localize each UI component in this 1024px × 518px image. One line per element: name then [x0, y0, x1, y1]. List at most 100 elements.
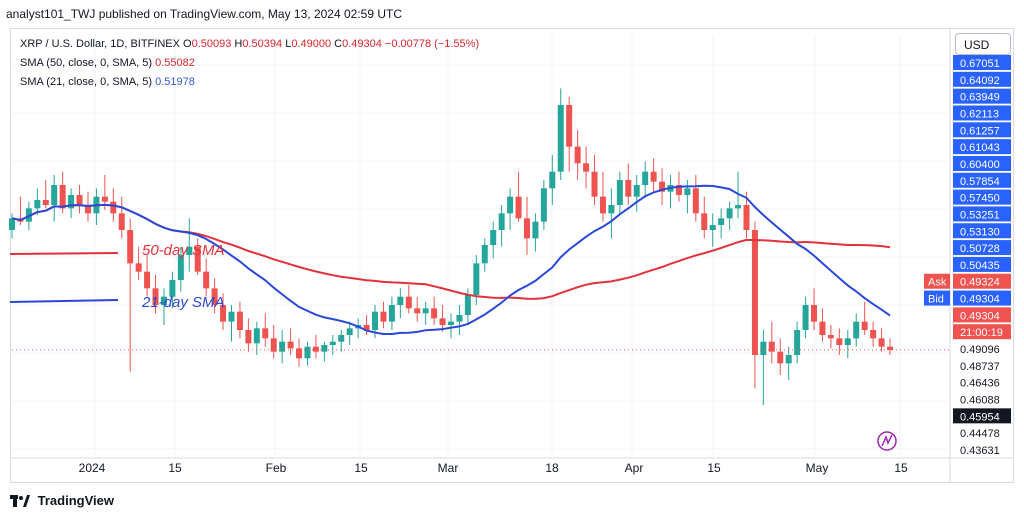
candle-body: [346, 328, 353, 335]
candle-body: [785, 355, 792, 364]
price-axis-label: 0.46436: [960, 378, 1000, 390]
candle-body: [844, 338, 851, 345]
candle-body: [110, 201, 117, 214]
candle-body: [701, 213, 708, 230]
legend-sma21-row[interactable]: SMA (21, close, 0, SMA, 5) 0.51978: [20, 73, 479, 92]
candle-body: [439, 318, 446, 325]
price-axis-label: 0.61257: [960, 125, 1000, 137]
price-axis-tag: [953, 408, 1011, 424]
time-axis-label: 15: [707, 461, 721, 475]
candle-body: [827, 335, 834, 339]
footer-brand: TradingView: [37, 493, 114, 508]
candle-body: [566, 105, 573, 147]
candle-body: [211, 288, 218, 305]
candle-body: [684, 188, 691, 195]
candle-body: [523, 218, 530, 239]
candle-body: [861, 321, 868, 330]
realtime-icon[interactable]: [877, 431, 897, 451]
candle-body: [9, 218, 15, 230]
price-axis-label: 0.53130: [960, 226, 1000, 238]
price-axis-label: 0.44478: [960, 428, 1000, 440]
candle-body: [726, 208, 733, 219]
time-axis-label: 15: [168, 461, 182, 475]
price-axis-label: 0.57450: [960, 193, 1000, 205]
candle-body: [287, 341, 294, 349]
legend-sma21-value: 0.51978: [155, 76, 195, 88]
price-axis-tag: [953, 307, 1011, 323]
price-axis-label: 0.67051: [960, 58, 1000, 70]
currency-button[interactable]: USD: [955, 33, 1011, 55]
legend-sma50-row[interactable]: SMA (50, close, 0, SMA, 5) 0.55082: [20, 54, 479, 73]
price-axis-label: 0.53251: [960, 209, 1000, 221]
candle-body: [312, 346, 319, 352]
sma50-annotation-label: 50-day SMA: [142, 242, 225, 259]
candle-body: [768, 341, 775, 352]
candle-body: [709, 225, 716, 230]
price-axis-tag: [953, 172, 1011, 188]
candle-body: [236, 311, 243, 330]
candle-body: [68, 195, 75, 209]
candle-body: [431, 308, 438, 319]
price-axis-tag: [953, 105, 1011, 121]
time-axis-label: 18: [545, 461, 559, 475]
candle-body: [802, 305, 809, 330]
legend-close: 0.49304: [342, 38, 382, 50]
price-tag-ask: [924, 273, 950, 289]
candle-body: [811, 305, 818, 322]
legend-sma21-label: SMA (21, close, 0, SMA, 5): [20, 76, 153, 88]
legend-close-label: C: [334, 38, 343, 50]
sma50-annotation-line: [9, 252, 119, 255]
candle-body: [633, 185, 640, 197]
legend-change: −0.00778 (−1.55%): [384, 38, 480, 50]
published-header: analyst101_TWJ published on TradingView.…: [6, 7, 402, 21]
candle-body: [388, 305, 395, 322]
candle-body: [836, 338, 843, 345]
time-axis-label: 15: [354, 461, 368, 475]
price-axis-label: 0.46088: [960, 395, 1000, 407]
candle-body: [144, 271, 151, 289]
candle-body: [177, 255, 184, 280]
candle-body: [870, 330, 877, 339]
price-axis-tag: [953, 122, 1011, 138]
price-axis-tag: [953, 223, 1011, 239]
candle-body: [650, 171, 657, 182]
candle-body: [76, 195, 83, 205]
candle-body: [642, 171, 649, 185]
time-axis-label: 2024: [79, 461, 106, 475]
candle-body: [448, 321, 454, 325]
candle-body: [853, 321, 860, 339]
candle-body: [718, 218, 725, 225]
candle-body: [135, 263, 142, 272]
sma21-line: [11, 184, 891, 335]
candle-body: [473, 263, 480, 295]
candle-body: [414, 308, 421, 314]
legend-symbol-row: XRP / U.S. Dollar, 1D, BITFINEX O0.50093…: [20, 35, 479, 54]
price-axis-tag: [953, 290, 1011, 306]
legend-high-label: H: [234, 38, 243, 50]
candle-body: [84, 205, 91, 214]
tradingview-footer[interactable]: TradingView: [10, 492, 114, 508]
candle-body: [405, 296, 412, 309]
candle-body: [574, 146, 581, 164]
price-axis-label: 0.48737: [960, 361, 1000, 373]
candle-body: [591, 171, 598, 197]
price-axis-tag: [953, 55, 1011, 70]
price-axis-label: 0.49304: [960, 310, 1000, 322]
candle-body: [608, 205, 615, 214]
candle-body: [338, 335, 345, 342]
price-axis-label: 0.49096: [960, 344, 1000, 356]
price-axis-label: 0.45954: [960, 411, 1000, 423]
candle-body: [481, 245, 488, 264]
price-axis-tag: [953, 206, 1011, 222]
chart-frame[interactable]: [10, 28, 1014, 483]
candle-body: [599, 196, 606, 214]
candle-body: [329, 341, 336, 345]
candle-body: [659, 181, 666, 192]
legend-symbol[interactable]: XRP / U.S. Dollar, 1D, BITFINEX: [20, 38, 180, 50]
chart-legend: XRP / U.S. Dollar, 1D, BITFINEX O0.50093…: [20, 35, 479, 92]
price-tag-label: Bid: [928, 294, 944, 306]
candle-body: [625, 180, 632, 197]
candle-body: [304, 346, 311, 359]
price-axis-label: 0.50728: [960, 243, 1000, 255]
